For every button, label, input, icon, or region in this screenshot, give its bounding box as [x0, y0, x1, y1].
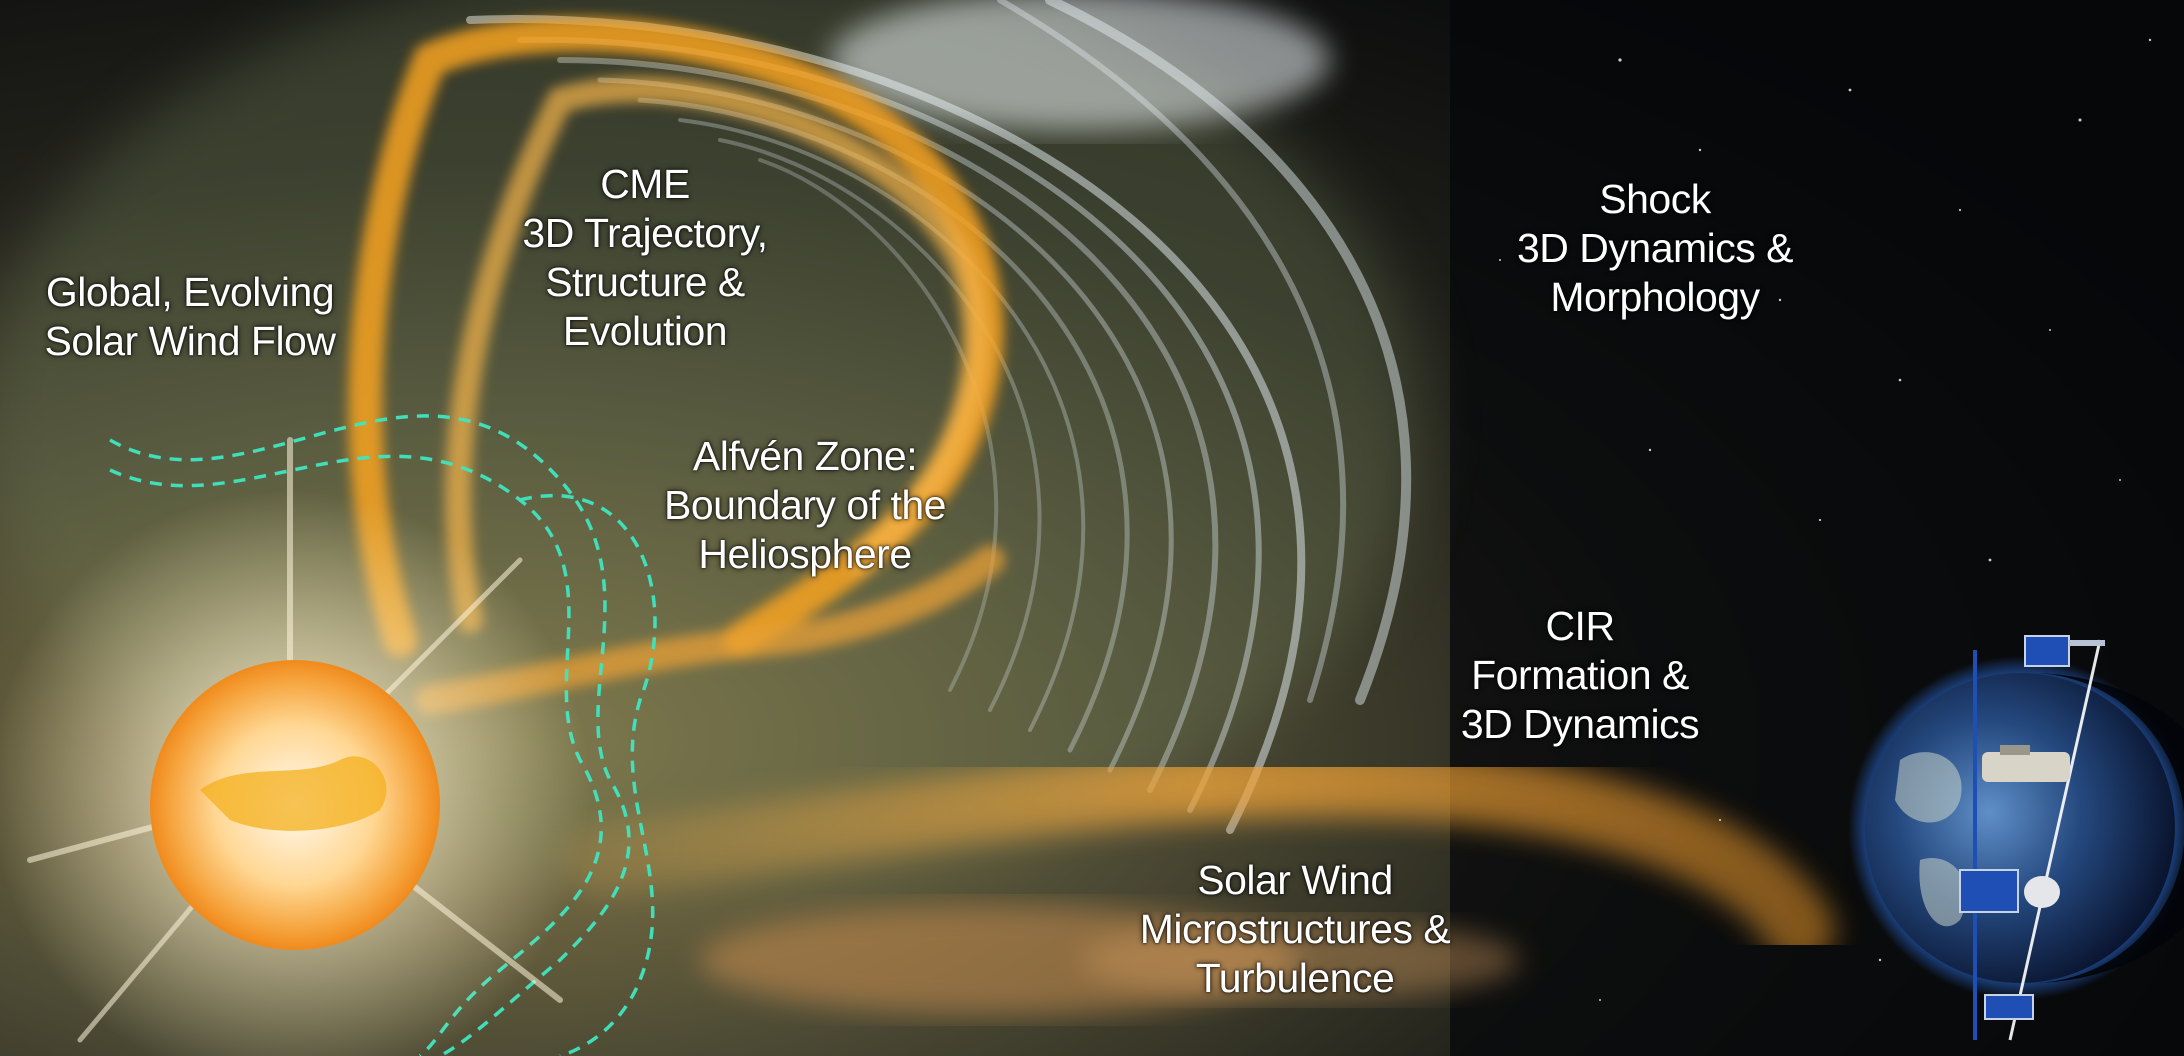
label-line: Alfvén Zone:	[692, 433, 918, 479]
label-line: Heliosphere	[698, 531, 912, 577]
label-line: 3D Trajectory,	[522, 210, 768, 256]
spacecraft-group	[1959, 635, 2105, 1041]
spacecraft-icon-3	[1959, 869, 2060, 913]
label-line: CIR	[1545, 603, 1615, 649]
label-line: Morphology	[1550, 274, 1760, 320]
label-line: Global, Evolving	[45, 269, 335, 315]
label-cme: CME 3D Trajectory, Structure & Evolution	[510, 160, 780, 356]
label-line: Solar Wind Flow	[44, 318, 336, 364]
spacecraft-icon-2	[1982, 745, 2070, 782]
earth-continents	[1895, 752, 1967, 927]
spacecraft-icon	[2024, 635, 2105, 667]
label-line: Evolution	[562, 308, 728, 354]
spacecraft-icon-4	[1984, 994, 2034, 1020]
label-line: Microstructures &	[1139, 906, 1451, 952]
label-line: Shock	[1599, 176, 1711, 222]
label-line: Turbulence	[1195, 955, 1395, 1001]
label-line: Formation &	[1471, 652, 1689, 698]
turbulence-wisps-2	[1080, 920, 1520, 1000]
label-alfven-zone: Alfvén Zone: Boundary of the Heliosphere	[650, 432, 960, 579]
label-line: Structure &	[545, 259, 745, 305]
label-line: Solar Wind	[1197, 857, 1393, 903]
stars	[1499, 38, 2152, 1001]
label-shock: Shock 3D Dynamics & Morphology	[1500, 175, 1810, 322]
shock-sheen	[830, 0, 1330, 130]
sun-surface-flare	[200, 756, 387, 831]
label-line: CME	[600, 161, 690, 207]
cir-stream	[565, 746, 1835, 965]
label-microstructures: Solar Wind Microstructures & Turbulence	[1130, 856, 1460, 1003]
label-line: 3D Dynamics &	[1516, 225, 1794, 271]
orbit-line	[2008, 639, 2102, 1041]
earth-icon	[1865, 673, 2175, 983]
label-global-solar-wind: Global, Evolving Solar Wind Flow	[40, 268, 340, 366]
label-line: Boundary of the	[664, 482, 946, 528]
label-line: 3D Dynamics	[1460, 701, 1700, 747]
label-cir: CIR Formation & 3D Dynamics	[1450, 602, 1710, 749]
